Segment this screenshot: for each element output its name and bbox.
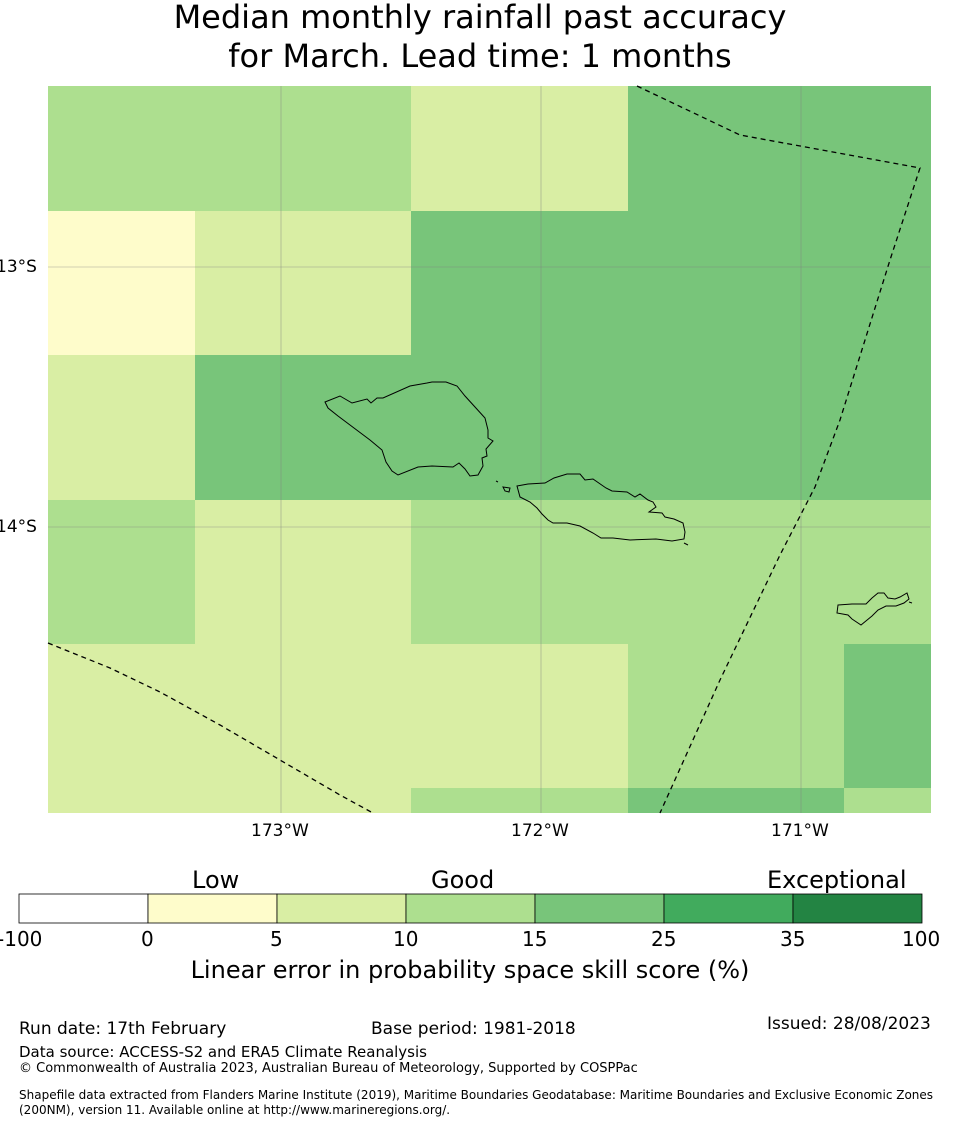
lon-tick-label: 172°W (511, 821, 569, 841)
island-tutuila (836, 592, 910, 626)
colorbar-bin (18, 893, 149, 924)
colorbar-tick-label: 35 (780, 927, 806, 951)
skill-cell (411, 500, 628, 644)
skill-cell (195, 211, 411, 355)
colorbar-tick-label: 100 (902, 927, 941, 951)
lat-tick-label: 14°S (0, 517, 37, 537)
data-source: Data source: ACCESS-S2 and ERA5 Climate … (19, 1043, 427, 1061)
colorbar-category-low: Low (192, 866, 240, 894)
skill-map (47, 85, 931, 814)
shapefile-credit-line-2: (200NM), version 11. Available online at… (19, 1103, 451, 1117)
skill-cell (844, 355, 931, 500)
maritime-boundaries (47, 85, 921, 814)
shapefile-credit-line-1: Shapefile data extracted from Flanders M… (19, 1088, 934, 1102)
colorbar-tick-label: 5 (270, 927, 283, 951)
skill-cell (195, 86, 411, 211)
colorbar-bin (147, 893, 278, 924)
colorbar-bins (18, 893, 923, 924)
colorbar-tick-label: 10 (393, 927, 419, 951)
islands (324, 381, 913, 626)
island-savaii-end (683, 542, 689, 546)
skill-cell (411, 788, 628, 813)
lon-tick-label: 171°W (771, 821, 829, 841)
eez-boundary-southwest (47, 642, 374, 814)
colorbar-bin (792, 893, 923, 924)
skill-cell (411, 355, 628, 500)
skill-cell (48, 355, 195, 500)
island-apolima (495, 480, 499, 483)
island-manono (502, 486, 511, 493)
skill-cell (844, 644, 931, 788)
colorbar-bin (405, 893, 536, 924)
colorbar-tick-label: 0 (141, 927, 154, 951)
skill-cell (195, 788, 411, 813)
colorbar-tick-label: -100 (0, 927, 43, 951)
skill-cell (411, 211, 628, 355)
lat-tick-label: 13°S (0, 257, 37, 277)
skill-cell (628, 788, 844, 813)
eez-boundary-northeast (636, 85, 921, 814)
skill-cell (628, 86, 844, 211)
skill-cell (195, 500, 411, 644)
graticule (48, 86, 930, 813)
skill-cell (628, 355, 844, 500)
issued-date: Issued: 28/08/2023 (767, 1014, 931, 1034)
skill-cell (844, 86, 931, 211)
skill-grid (48, 86, 931, 813)
colorbar-bin (534, 893, 665, 924)
island-savaii (324, 381, 494, 477)
skill-cell (48, 211, 195, 355)
colorbar-category-good: Good (431, 866, 495, 894)
colorbar-bin (663, 893, 794, 924)
skill-cell (195, 355, 411, 500)
map-title-line-1: Median monthly rainfall past accuracy (173, 0, 787, 36)
skill-cell (628, 644, 844, 788)
map-title-line-2: for March. Lead time: 1 months (228, 37, 732, 75)
colorbar-tick-label: 15 (522, 927, 548, 951)
skill-cell (48, 86, 195, 211)
colorbar-bin (276, 893, 407, 924)
skill-cell (48, 788, 195, 813)
skill-cell (628, 211, 844, 355)
colorbar-tick-label: 25 (651, 927, 677, 951)
skill-cell (48, 500, 195, 644)
skill-cell (195, 644, 411, 788)
skill-cell (844, 500, 931, 644)
island-upolu (516, 473, 686, 542)
copyright: © Commonwealth of Australia 2023, Austra… (19, 1061, 638, 1076)
colorbar-label: Linear error in probability space skill … (190, 956, 750, 984)
skill-cell (628, 500, 844, 644)
skill-cell (48, 644, 195, 788)
skill-cell (411, 86, 628, 211)
colorbar-category-exceptional: Exceptional (767, 866, 907, 894)
lon-tick-label: 173°W (251, 821, 309, 841)
skill-cell (844, 788, 931, 813)
island-aunuu (908, 601, 913, 604)
skill-cell (844, 211, 931, 355)
run-date: Run date: 17th February (19, 1019, 227, 1039)
base-period: Base period: 1981-2018 (371, 1019, 576, 1039)
skill-cell (411, 644, 628, 788)
